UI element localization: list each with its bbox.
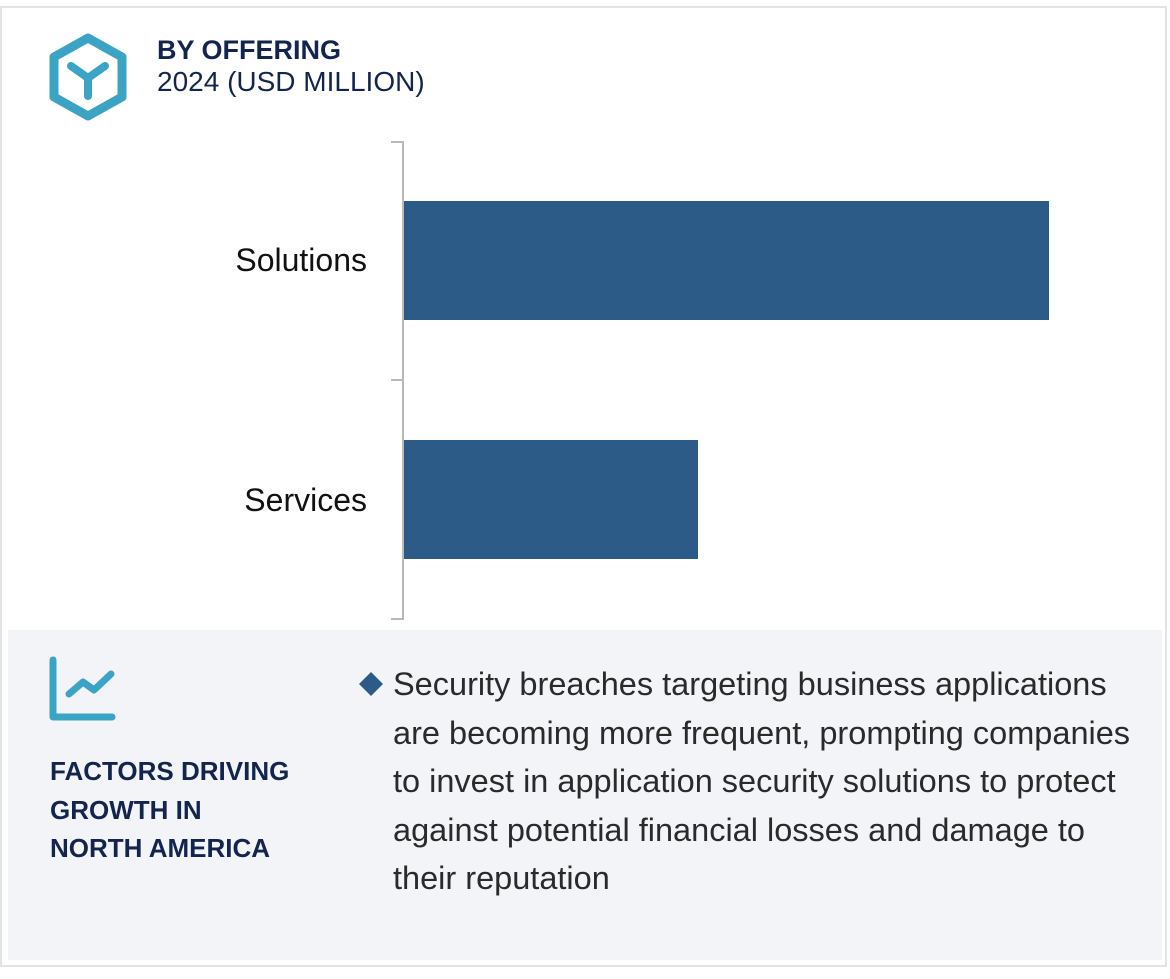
factors-panel [8, 630, 1162, 960]
factors-heading-line: NORTH AMERICA [50, 833, 271, 863]
hexagon-y-icon [49, 33, 127, 121]
chart-title: BY OFFERING [157, 35, 342, 65]
factors-heading-line: FACTORS DRIVING [50, 756, 290, 786]
axis-tick [391, 618, 403, 620]
diamond-bullet-icon [359, 672, 383, 696]
bar-solutions [404, 201, 1049, 320]
line-chart-growth-icon [49, 656, 116, 721]
factor-bullet-text: Security breaches targeting business app… [393, 666, 1131, 896]
axis-tick [391, 141, 403, 143]
factors-heading-line: GROWTH IN [50, 794, 202, 825]
category-label-solutions: Solutions [235, 242, 367, 278]
chart-subtitle: 2024 (USD MILLION) [157, 66, 425, 97]
axis-tick [391, 379, 403, 381]
category-axis [402, 141, 404, 620]
category-label-services: Services [244, 482, 367, 518]
factors-heading: FACTORS DRIVING GROWTH IN NORTH AMERICA [50, 752, 330, 868]
bar-services [404, 440, 699, 559]
